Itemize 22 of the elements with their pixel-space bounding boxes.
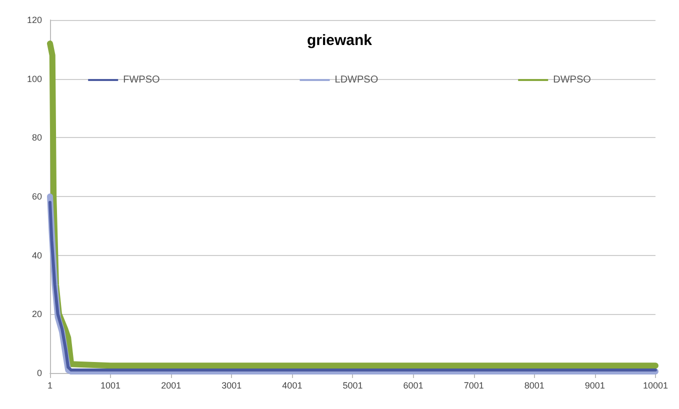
x-tick-label: 6001 — [403, 380, 424, 390]
x-tick-label: 2001 — [161, 380, 182, 390]
y-tick-label: 120 — [26, 15, 42, 25]
y-tick-label: 100 — [26, 74, 42, 84]
x-tick-label: 1 — [47, 380, 53, 390]
y-tick-label: 40 — [32, 250, 42, 260]
legend-label: LDWPSO — [334, 74, 378, 86]
x-tick-label: 10001 — [642, 380, 668, 390]
x-tick-label: 4001 — [282, 380, 302, 390]
x-tick-label: 9001 — [584, 380, 605, 390]
x-tick-label: 7001 — [464, 380, 484, 390]
y-tick-label: 80 — [32, 132, 42, 143]
x-tick-label: 8001 — [524, 380, 544, 390]
y-tick-label: 60 — [32, 192, 42, 202]
y-tick-label: 0 — [36, 368, 42, 378]
legend-label: FWPSO — [123, 74, 160, 86]
x-tick-label: 3001 — [222, 380, 242, 390]
y-tick-label: 20 — [32, 309, 42, 320]
legend-label: DWPSO — [553, 74, 592, 86]
x-tick-label: 5001 — [342, 380, 363, 390]
x-tick-label: 1001 — [100, 380, 121, 390]
text: griewank — [306, 32, 373, 49]
